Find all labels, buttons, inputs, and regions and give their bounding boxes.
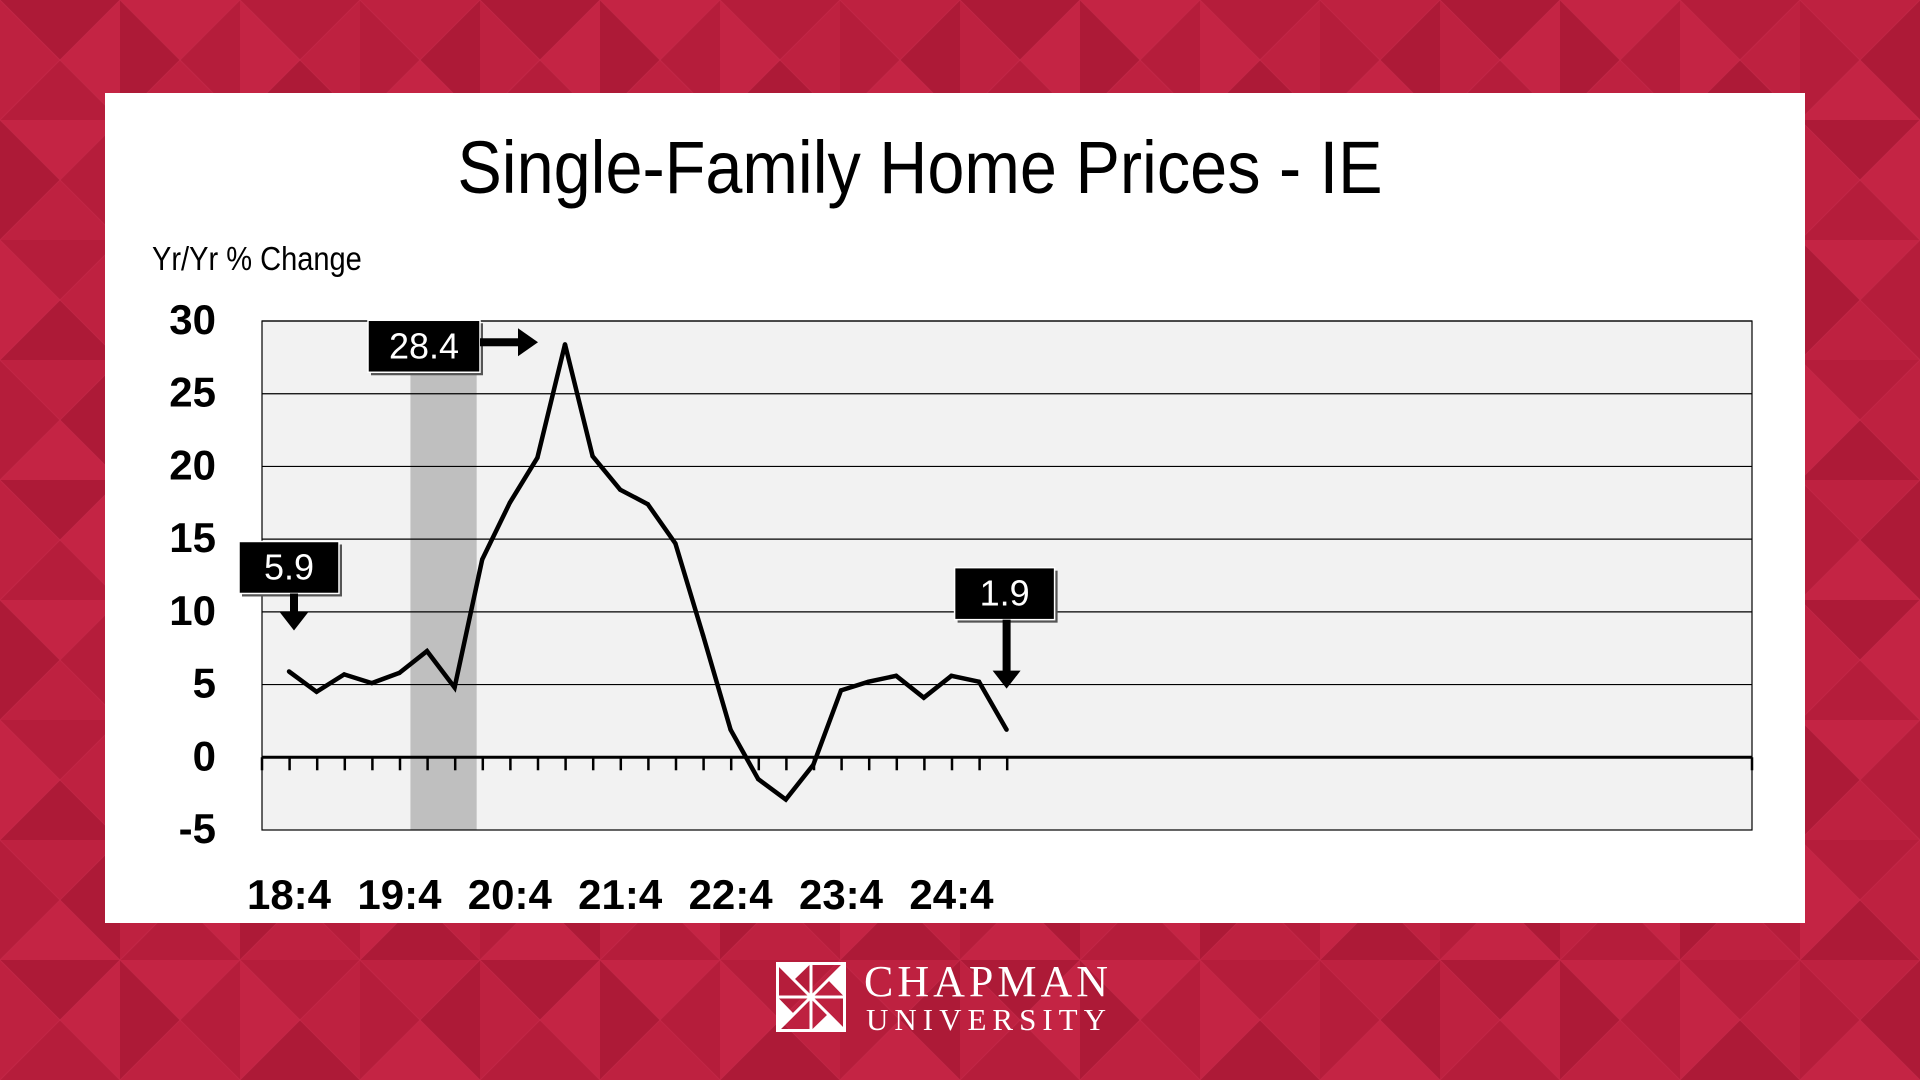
data-point xyxy=(424,648,430,654)
data-point xyxy=(783,797,788,802)
data-point xyxy=(700,632,706,638)
callout-arrow-head xyxy=(992,670,1021,689)
x-tick-label: 19:4 xyxy=(357,871,442,918)
chart-title: Single-Family Home Prices - IE xyxy=(457,126,1383,209)
x-tick-label: 18:4 xyxy=(247,871,332,918)
x-tick-label: 22:4 xyxy=(689,871,774,918)
y-tick-label: 5 xyxy=(193,660,216,707)
data-point xyxy=(369,680,374,686)
data-point xyxy=(314,689,319,695)
data-point xyxy=(645,502,650,507)
y-tick-label: 25 xyxy=(169,369,216,416)
x-tick-label: 24:4 xyxy=(909,871,994,918)
callout-5-9: 5.9 xyxy=(238,540,342,631)
y-tick-label: -5 xyxy=(179,805,216,852)
data-point xyxy=(894,673,899,679)
chapman-logo-icon xyxy=(776,962,846,1032)
data-point xyxy=(618,487,623,492)
x-tick-label: 23:4 xyxy=(799,871,884,918)
callout-label: 28.4 xyxy=(389,325,459,366)
y-axis-label: Yr/Yr % Change xyxy=(152,240,362,277)
callout-1-9: 1.9 xyxy=(953,566,1058,689)
y-tick-label: 20 xyxy=(169,441,216,488)
data-point xyxy=(342,672,347,677)
y-tick-label: 0 xyxy=(193,732,216,779)
callout-arrow-head xyxy=(280,612,308,631)
data-point xyxy=(590,454,595,459)
data-point xyxy=(452,685,457,690)
data-point xyxy=(976,679,982,684)
callout-28-4: 28.4 xyxy=(367,319,538,376)
y-tick-label: 15 xyxy=(169,514,216,561)
data-point xyxy=(949,673,954,679)
callout-label: 5.9 xyxy=(264,546,314,587)
y-tick-label: 30 xyxy=(169,296,216,343)
data-point xyxy=(866,679,871,684)
data-point xyxy=(1004,727,1009,732)
data-point xyxy=(562,342,568,347)
data-point xyxy=(811,762,816,767)
data-point xyxy=(480,557,485,562)
data-point xyxy=(397,670,402,676)
callout-arrow-head xyxy=(518,328,538,357)
data-point xyxy=(921,695,926,700)
brand-subname: UNIVERSITY xyxy=(866,1002,1112,1037)
recession-shade xyxy=(410,321,477,830)
callout-box xyxy=(238,540,340,595)
callout-arrow-shaft xyxy=(480,338,520,347)
data-point xyxy=(535,455,540,460)
brand-name: CHAPMAN xyxy=(864,957,1113,1006)
data-point xyxy=(728,727,733,732)
callout-arrow-shaft xyxy=(1002,619,1011,673)
x-tick-label: 21:4 xyxy=(578,871,663,918)
callout-arrow-shaft xyxy=(290,593,298,615)
callout-label: 1.9 xyxy=(980,573,1030,614)
data-point xyxy=(507,500,512,505)
data-point xyxy=(838,688,844,693)
x-tick-label: 20:4 xyxy=(468,871,553,918)
data-point xyxy=(756,776,761,782)
y-tick-label: 10 xyxy=(169,587,216,634)
data-point xyxy=(286,669,292,674)
data-point xyxy=(673,541,678,546)
